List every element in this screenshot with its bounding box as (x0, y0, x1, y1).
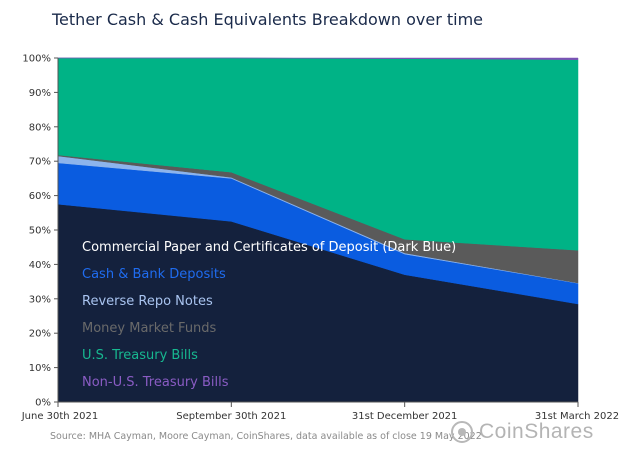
legend-entry: U.S. Treasury Bills (82, 348, 198, 363)
x-tick-label: June 30th 2021 (21, 411, 99, 422)
coinshares-logo-icon (451, 421, 473, 443)
y-tick-label: 10% (29, 363, 51, 374)
logo-text: CoinShares (479, 420, 594, 443)
y-tick-label: 60% (29, 191, 51, 202)
chart-title: Tether Cash & Cash Equivalents Breakdown… (52, 10, 483, 29)
x-tick-label: 31st December 2021 (352, 411, 458, 422)
source-note: Source: MHA Cayman, Moore Cayman, CoinSh… (50, 431, 482, 442)
coinshares-logo: CoinShares (451, 420, 594, 444)
y-tick-label: 40% (29, 260, 51, 271)
legend-entry: Money Market Funds (82, 321, 217, 336)
x-tick-label: 31st March 2022 (535, 411, 619, 422)
y-tick-label: 50% (29, 226, 51, 237)
legend-entry: Non-U.S. Treasury Bills (82, 375, 229, 390)
legend-entry: Cash & Bank Deposits (82, 267, 226, 282)
y-tick-label: 90% (29, 88, 51, 99)
y-tick-label: 100% (22, 54, 51, 65)
x-tick-label: September 30th 2021 (176, 411, 286, 422)
area-series-5 (58, 57, 579, 60)
y-tick-label: 70% (29, 157, 51, 168)
y-tick-label: 80% (29, 122, 51, 133)
legend-entry: Reverse Repo Notes (82, 294, 213, 309)
y-tick-label: 0% (35, 398, 51, 409)
legend-entry: Commercial Paper and Certificates of Dep… (82, 240, 456, 255)
y-tick-label: 20% (29, 329, 51, 340)
y-tick-label: 30% (29, 294, 51, 305)
